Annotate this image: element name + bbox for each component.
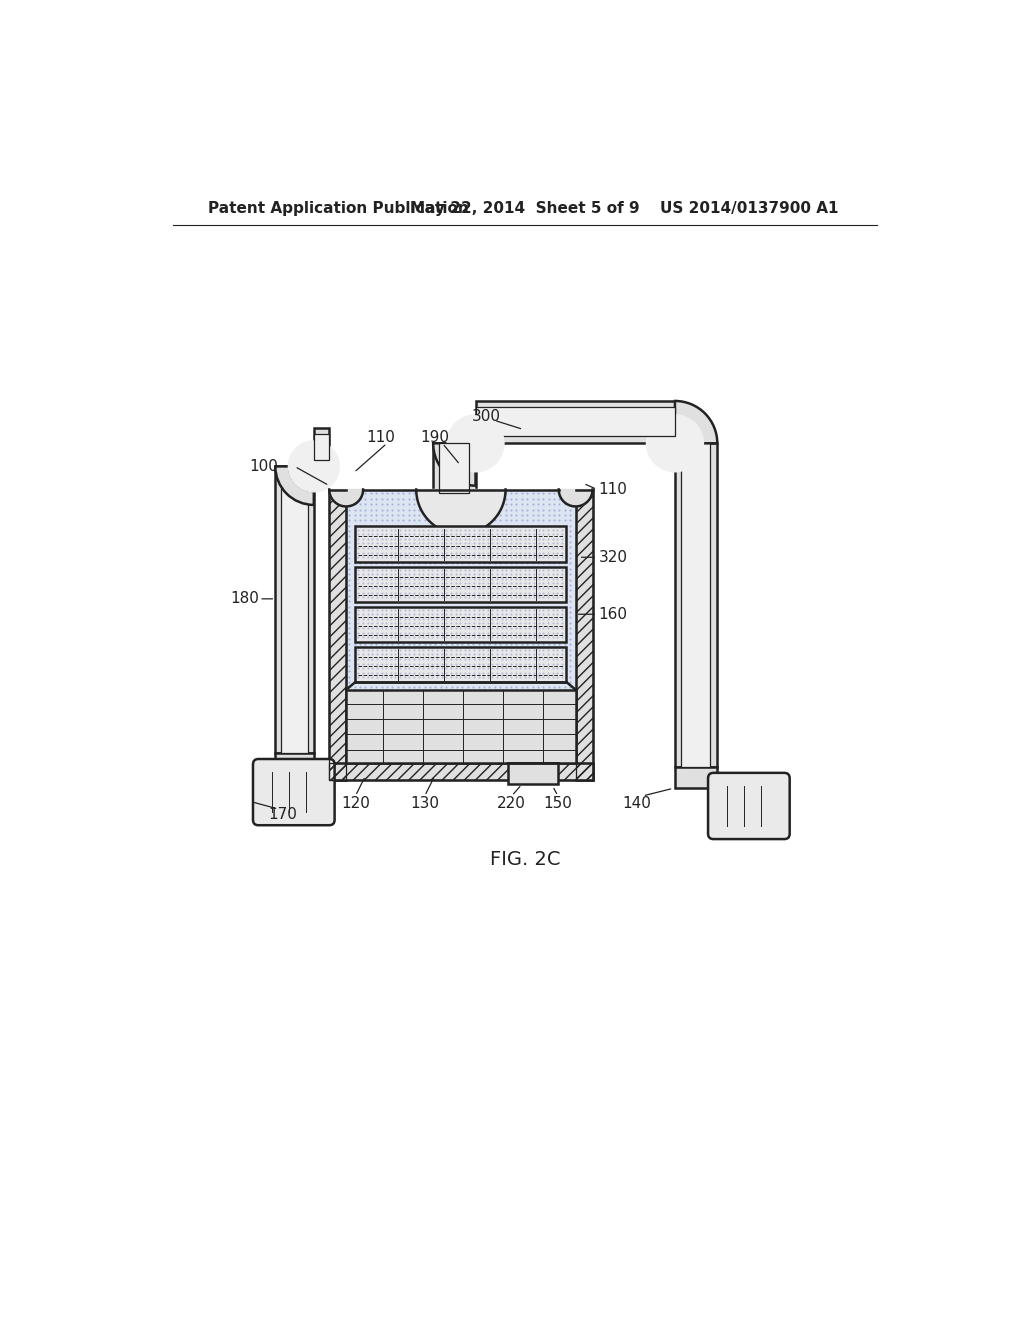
Bar (681, 444, 711, 767)
Bar (346, 490, 575, 763)
Bar (355, 566, 566, 602)
Text: 130: 130 (411, 796, 439, 812)
Bar (433, 444, 475, 494)
Bar (346, 689, 575, 763)
Bar (330, 490, 346, 780)
Bar (675, 767, 717, 788)
Bar (575, 490, 593, 780)
Bar (275, 752, 313, 775)
Text: 180: 180 (230, 591, 259, 606)
Text: US 2014/0137900 A1: US 2014/0137900 A1 (660, 201, 839, 216)
Bar (313, 428, 330, 466)
Text: 100: 100 (250, 459, 279, 474)
Bar (330, 763, 593, 780)
Bar (355, 647, 566, 682)
Text: Patent Application Publication: Patent Application Publication (208, 201, 468, 216)
Text: FIG. 2C: FIG. 2C (489, 850, 560, 869)
Circle shape (289, 441, 339, 492)
Bar (330, 763, 593, 780)
Bar (313, 434, 330, 461)
Bar (575, 490, 593, 780)
FancyBboxPatch shape (253, 759, 335, 825)
Bar (508, 763, 558, 784)
Bar (475, 407, 675, 437)
Polygon shape (559, 490, 593, 507)
Text: 120: 120 (341, 796, 370, 812)
Bar (355, 607, 566, 642)
Text: May 22, 2014  Sheet 5 of 9: May 22, 2014 Sheet 5 of 9 (410, 201, 640, 216)
Wedge shape (675, 401, 717, 444)
Bar (330, 490, 346, 780)
Bar (355, 527, 566, 562)
Text: 110: 110 (599, 482, 628, 498)
Text: 170: 170 (268, 807, 297, 822)
Bar (475, 401, 675, 444)
Polygon shape (330, 490, 364, 507)
Text: 150: 150 (544, 796, 572, 812)
Circle shape (447, 414, 504, 471)
Circle shape (646, 414, 703, 471)
Bar (675, 444, 717, 767)
Text: 140: 140 (623, 796, 651, 812)
Text: 320: 320 (599, 549, 628, 565)
Polygon shape (416, 490, 506, 535)
FancyBboxPatch shape (708, 774, 790, 840)
Bar (275, 466, 313, 752)
Bar (439, 444, 469, 494)
Text: 190: 190 (420, 429, 450, 445)
Text: 220: 220 (498, 796, 526, 812)
Wedge shape (433, 444, 475, 486)
Wedge shape (275, 466, 313, 506)
Text: 160: 160 (599, 607, 628, 622)
Bar (282, 466, 307, 752)
Text: 110: 110 (367, 429, 395, 445)
Text: 300: 300 (472, 409, 501, 424)
